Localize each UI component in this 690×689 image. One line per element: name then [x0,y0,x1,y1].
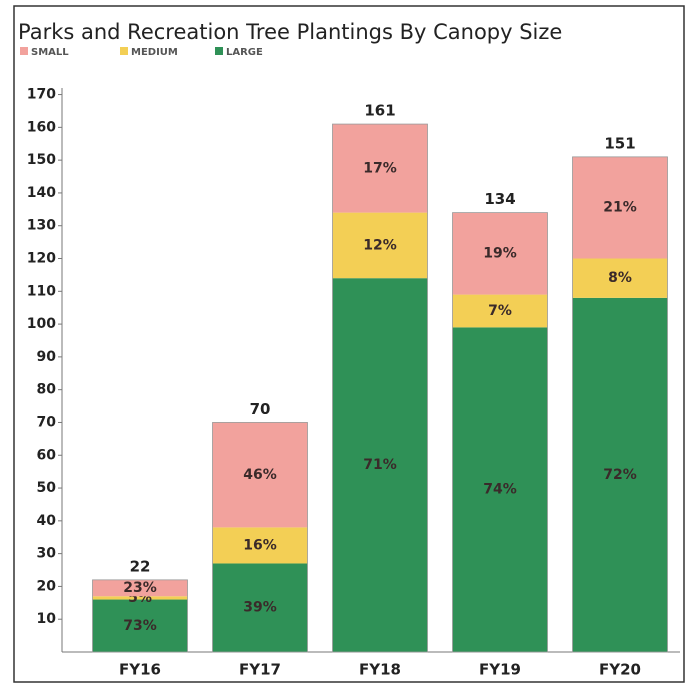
y-tick-label: 160 [27,119,56,135]
bar-segment [332,124,428,213]
bar-segment [452,212,548,295]
bar-segment [92,599,188,652]
chart-title: Parks and Recreation Tree Plantings By C… [18,20,562,44]
total-label: 22 [130,557,151,575]
y-tick-label: 70 [37,414,57,430]
y-tick-label: 140 [27,185,56,201]
legend-swatch [120,47,128,55]
percent-label: 12% [363,237,397,253]
y-tick-label: 110 [27,283,56,299]
y-tick-label: 50 [37,480,57,496]
percent-label: 23% [123,580,157,596]
y-tick-label: 90 [37,349,57,365]
legend-label: LARGE [226,47,263,58]
x-tick-label: FY20 [599,661,641,679]
percent-label: 7% [488,303,512,319]
y-tick-label: 150 [27,152,56,168]
y-tick-label: 170 [27,87,56,103]
x-tick-label: FY16 [119,661,161,679]
bar-segment [572,258,668,298]
y-tick-label: 20 [37,578,57,594]
bar-segment [212,527,308,564]
frame [13,5,685,683]
percent-label: 8% [608,270,632,286]
bar-outline [572,156,668,653]
bar-segment [572,297,668,652]
x-tick-label: FY18 [359,661,401,679]
bar-outline [212,422,308,653]
bar-segment [452,327,548,652]
total-label: 161 [364,102,395,120]
percent-label: 71% [363,457,397,473]
bar-segment [572,156,668,259]
bar-outline [332,123,428,653]
y-tick-label: 10 [37,611,57,627]
x-tick-label: FY19 [479,661,521,679]
percent-label: 46% [243,467,277,483]
bar-segment [452,294,548,328]
percent-label: 21% [603,200,637,216]
y-tick-label: 100 [27,316,56,332]
y-tick-label: 130 [27,218,56,234]
percent-label: 74% [483,482,517,498]
bar-segment [212,563,308,652]
bar-segment [92,596,188,600]
y-tick-label: 80 [37,382,57,398]
bar-outline [92,579,188,653]
legend-label: SMALL [31,47,69,58]
x-tick-label: FY17 [239,661,281,679]
y-tick-label: 40 [37,513,57,529]
total-label: 70 [250,400,271,418]
bar-segment [92,579,188,597]
percent-label: 16% [243,537,277,553]
percent-label: 19% [483,246,517,262]
total-label: 151 [604,134,635,152]
bar-segment [212,422,308,528]
bar-outline [452,212,548,653]
percent-label: 17% [363,160,397,176]
y-tick-label: 120 [27,251,56,267]
legend-swatch [215,47,223,55]
total-label: 134 [484,190,515,208]
y-tick-label: 30 [37,546,57,562]
percent-label: 39% [243,600,277,616]
percent-label: 72% [603,467,637,483]
bar-segment [332,278,428,652]
bar-segment [332,212,428,279]
y-tick-label: 60 [37,447,57,463]
legend-swatch [20,47,28,55]
legend-label: MEDIUM [131,47,178,58]
percent-label: 73% [123,618,157,634]
